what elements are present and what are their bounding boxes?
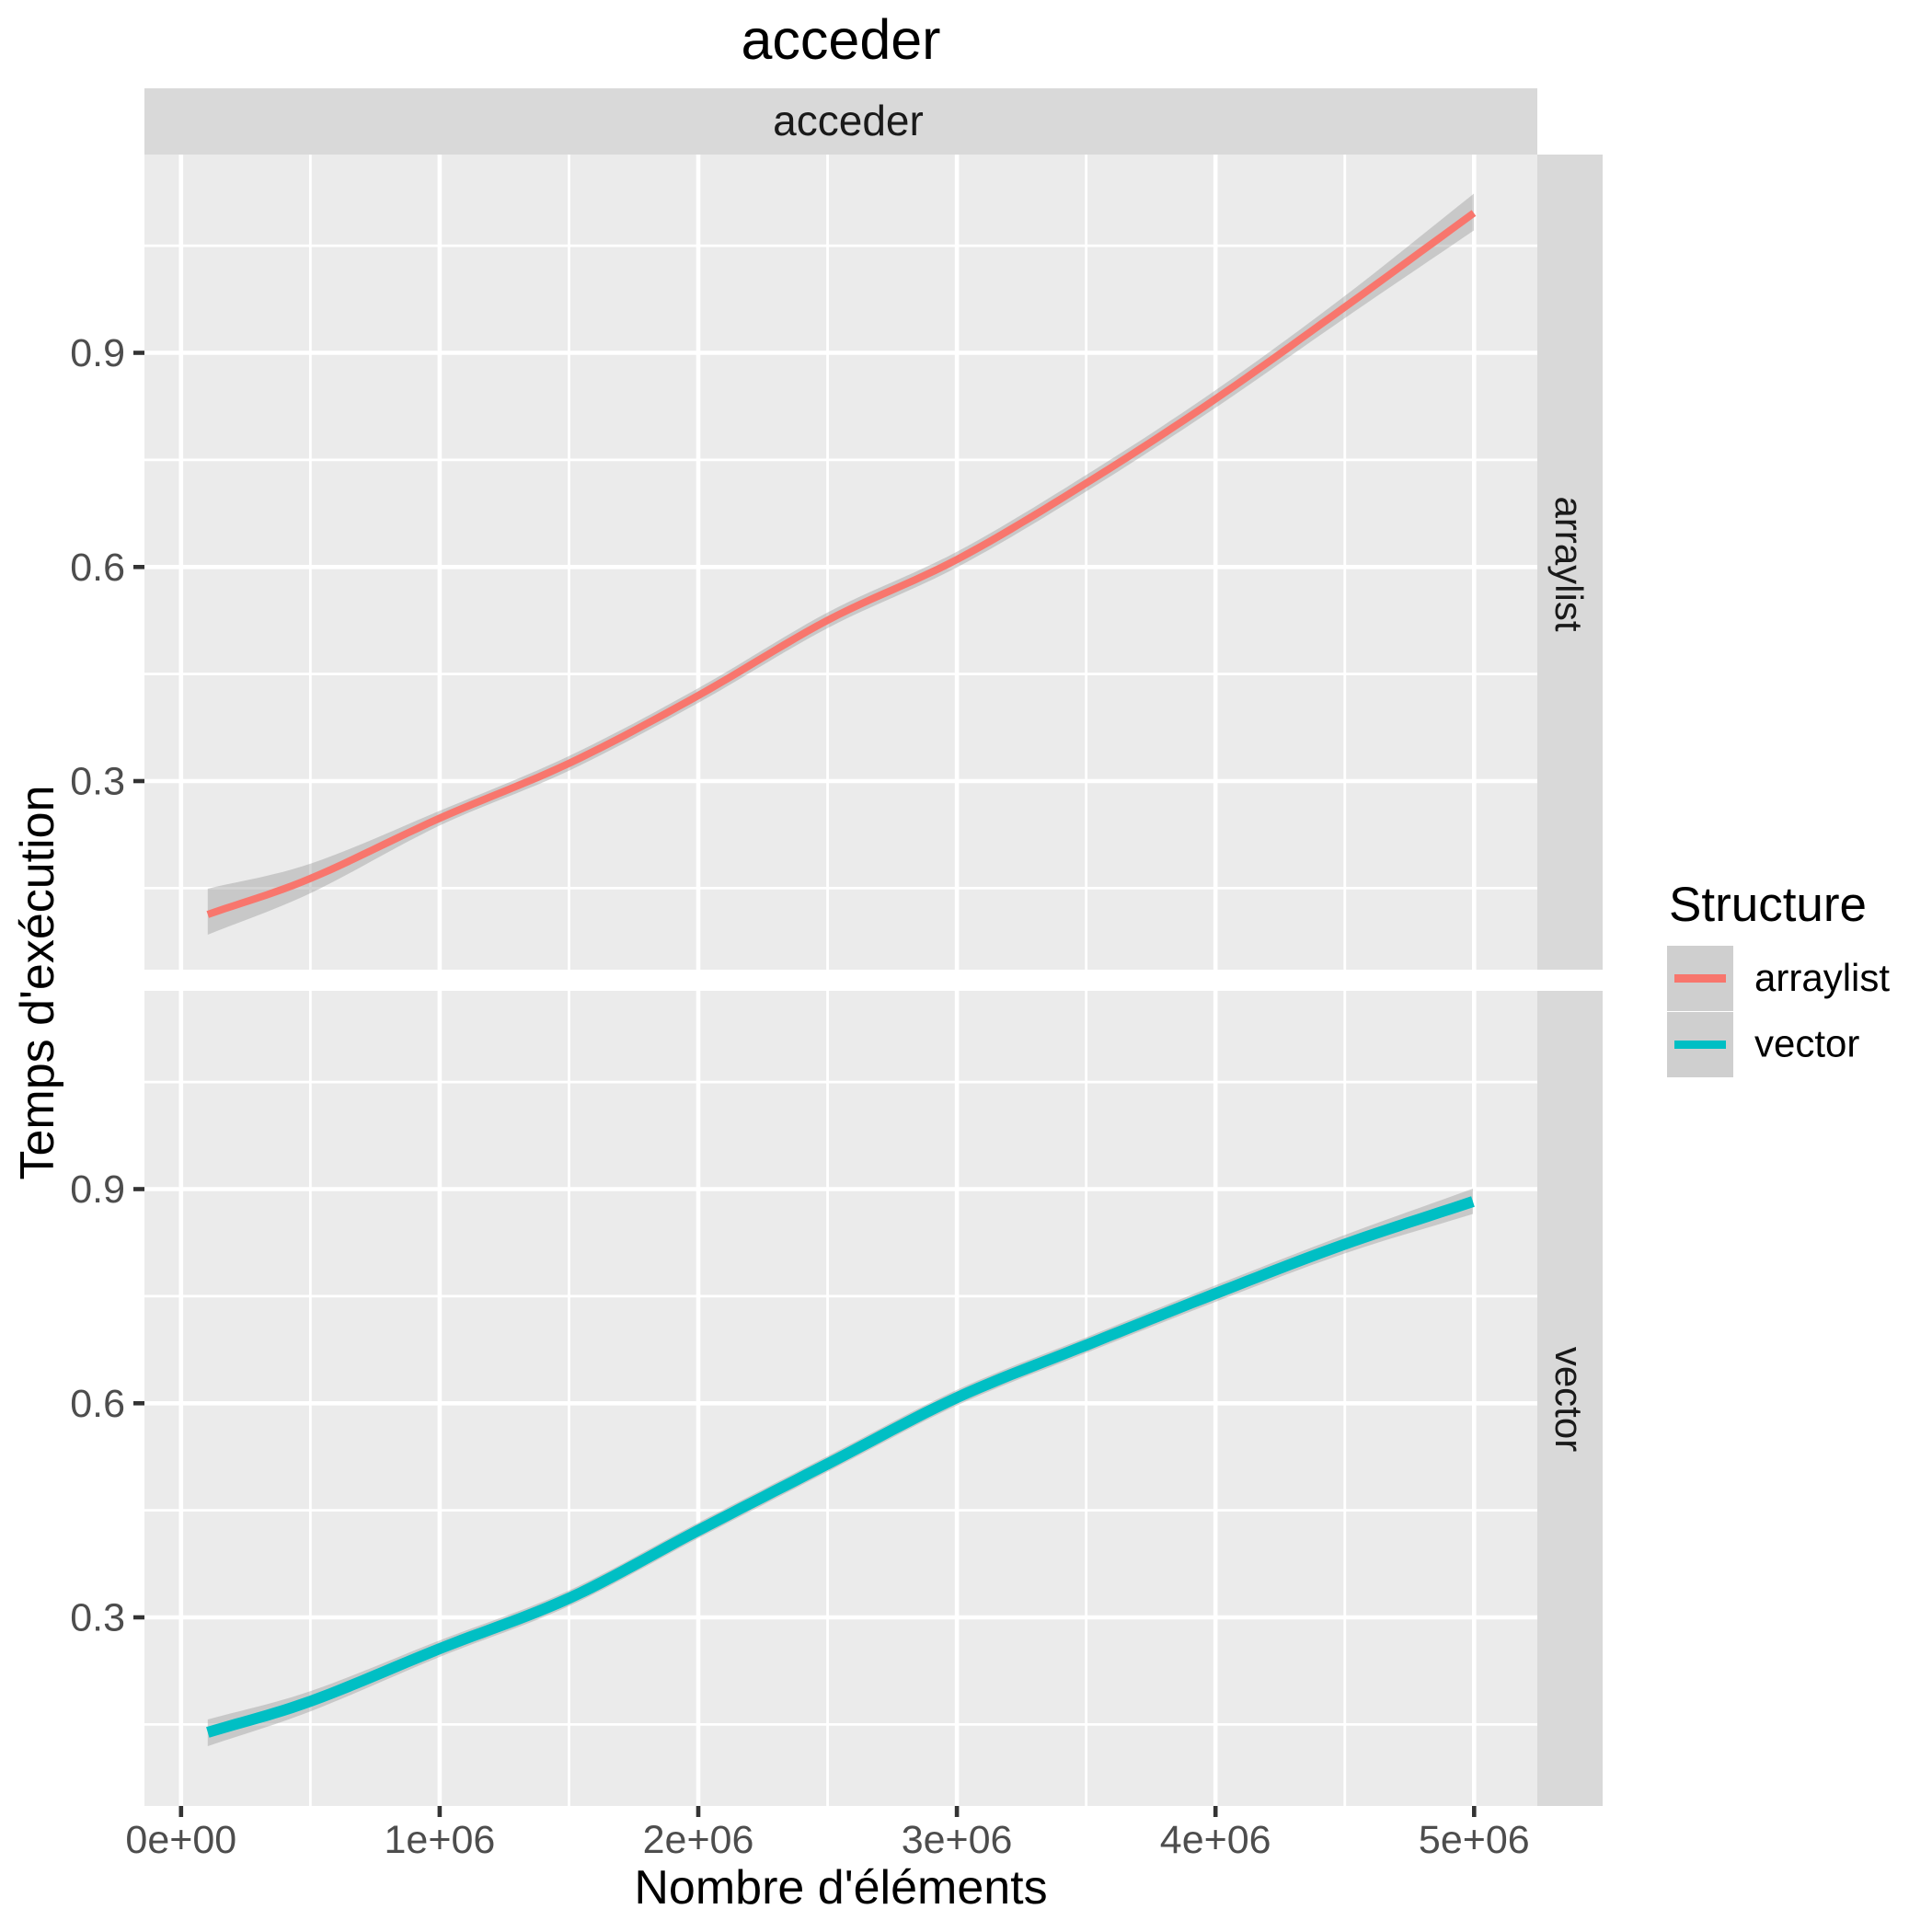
svg-text:4e+06: 4e+06 xyxy=(1160,1818,1271,1862)
svg-text:arraylist: arraylist xyxy=(1547,496,1591,631)
svg-text:acceder: acceder xyxy=(741,8,940,71)
svg-text:0.6: 0.6 xyxy=(70,546,125,590)
svg-text:arraylist: arraylist xyxy=(1754,956,1890,999)
svg-text:3e+06: 3e+06 xyxy=(902,1818,1013,1862)
svg-text:0.3: 0.3 xyxy=(70,1596,125,1640)
svg-text:0.9: 0.9 xyxy=(70,331,125,375)
svg-text:Structure: Structure xyxy=(1669,878,1867,932)
svg-text:0.9: 0.9 xyxy=(70,1167,125,1212)
svg-text:vector: vector xyxy=(1547,1347,1591,1452)
svg-text:2e+06: 2e+06 xyxy=(643,1818,754,1862)
svg-text:0.6: 0.6 xyxy=(70,1382,125,1426)
svg-text:5e+06: 5e+06 xyxy=(1419,1818,1530,1862)
svg-text:Temps d'exécution: Temps d'exécution xyxy=(11,785,64,1179)
svg-text:0e+00: 0e+00 xyxy=(125,1818,236,1862)
svg-text:Nombre d'éléments: Nombre d'éléments xyxy=(634,1861,1047,1915)
svg-text:0.3: 0.3 xyxy=(70,760,125,804)
svg-text:1e+06: 1e+06 xyxy=(385,1818,496,1862)
svg-text:vector: vector xyxy=(1754,1022,1859,1065)
svg-text:acceder: acceder xyxy=(773,97,924,144)
